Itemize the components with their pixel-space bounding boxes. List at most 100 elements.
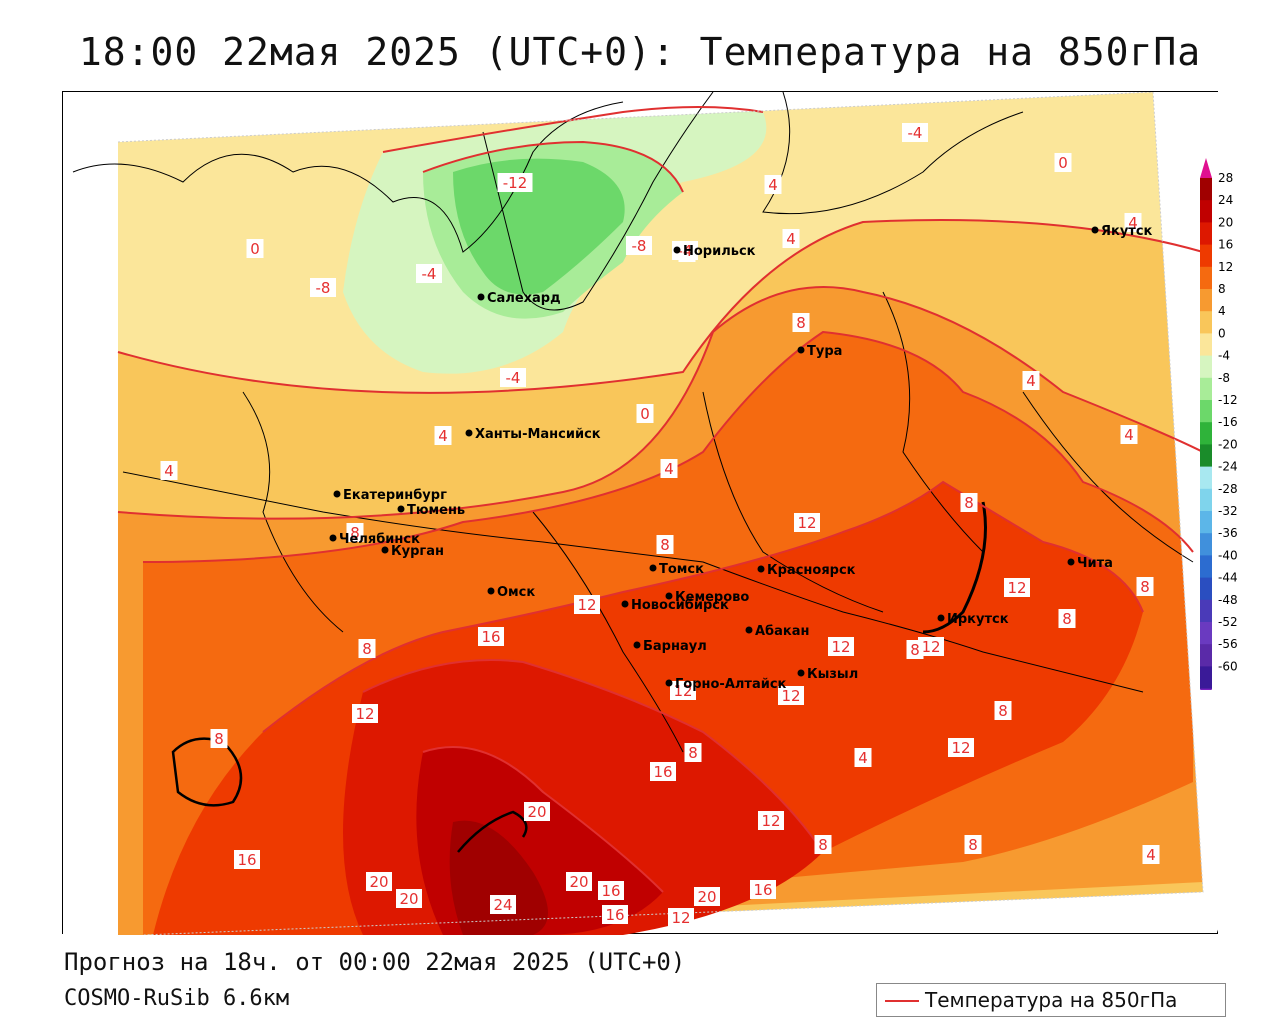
contour-labels: -404-12-8-4-8-4040-448404448812481281288… — [160, 123, 1160, 927]
contour-label: 8 — [964, 494, 974, 512]
city-dot-Тура — [797, 346, 805, 354]
contour-label: 4 — [786, 230, 796, 248]
city-label-Кызыл: Кызыл — [807, 667, 858, 682]
contour-label: 16 — [481, 628, 500, 646]
colorbar-tick-label: 8 — [1218, 282, 1226, 296]
colorbar-swatch — [1200, 666, 1212, 690]
colorbar-tick-label: -32 — [1218, 504, 1238, 518]
contour-label-bg — [598, 881, 624, 900]
colorbar-tick-label: -48 — [1218, 593, 1238, 607]
city-dot-Якутск — [1091, 226, 1099, 234]
contour-label-bg — [960, 493, 978, 512]
city-dot-Барнаул — [633, 641, 641, 649]
colorbar-tick-label: 28 — [1218, 171, 1233, 185]
contour-label-bg — [668, 908, 694, 927]
city-dot-Омск — [487, 587, 495, 595]
model-info: COSMO-RuSib 6.6км — [64, 986, 290, 1011]
contour-label: 8 — [998, 702, 1008, 720]
city-label-Салехард: Салехард — [487, 291, 561, 306]
colorbar-tick-label: -8 — [1218, 371, 1230, 385]
colorbar-swatch — [1200, 355, 1212, 379]
cities: Якутск Норильск Салехард Тура Ханты-Мансийск… — [329, 224, 1153, 692]
colorbar-tick-label: -44 — [1218, 571, 1238, 585]
contour-label-bg — [602, 905, 628, 924]
contour-label: 4 — [664, 460, 674, 478]
contour-label: -4 — [506, 369, 521, 387]
temperature-field — [63, 92, 1219, 935]
contour-label: 8 — [688, 744, 698, 762]
colorbar-tick-label: 4 — [1218, 304, 1226, 318]
city-dot-Норильск — [673, 246, 681, 254]
contour-label: 20 — [399, 890, 418, 908]
city-label-Чита: Чита — [1077, 556, 1113, 571]
city-dot-Иркутск — [937, 614, 945, 622]
contour-label: 12 — [355, 705, 374, 723]
colorbar-swatch — [1200, 311, 1212, 334]
colorbar-swatch — [1200, 200, 1212, 223]
contour-label-bg — [1004, 578, 1030, 597]
contour-label-bg — [626, 236, 652, 255]
city-dot-Ханты-Мансийск — [465, 429, 473, 437]
contour-label-bg — [352, 704, 378, 723]
contour-label: -12 — [503, 174, 528, 192]
city-label-Новосибирск: Новосибирск — [631, 598, 729, 613]
contour-label: 4 — [164, 462, 174, 480]
colorbar-tick-label: -28 — [1218, 482, 1238, 496]
contour-label-bg — [160, 461, 178, 480]
contour-label-bg — [828, 637, 854, 656]
legend: Температура на 850гПа — [876, 983, 1226, 1017]
contour-label-bg — [792, 313, 810, 332]
contour-label: 8 — [796, 314, 806, 332]
city-label-Тура: Тура — [807, 344, 842, 359]
contour-label: 4 — [768, 176, 778, 194]
contour-label: 0 — [250, 240, 260, 258]
contour-label-bg — [660, 459, 678, 478]
contour-label: -4 — [908, 124, 923, 142]
colorbar-tick-label: -24 — [1218, 460, 1238, 474]
colorbar-swatch — [1200, 466, 1212, 490]
contour-label-bg — [918, 637, 944, 656]
contour-label: 12 — [673, 682, 692, 700]
contour-label: 8 — [910, 641, 920, 659]
contour-label: 20 — [569, 873, 588, 891]
city-label-Кемерово: Кемерово — [675, 590, 749, 605]
colorbar-swatch — [1200, 555, 1212, 579]
city-dot-Тюмень — [397, 505, 405, 513]
contour-label: 4 — [1128, 214, 1138, 232]
contour-label-bg — [794, 513, 820, 532]
contour-label: 8 — [362, 640, 372, 658]
contour-label: 12 — [781, 687, 800, 705]
contour-label: 12 — [951, 739, 970, 757]
contour-label-bg — [1136, 577, 1154, 596]
city-dot-Чита — [1067, 558, 1075, 566]
city-dot-Екатеринбург — [333, 490, 341, 498]
contour-label-bg — [1124, 213, 1142, 232]
contour-label-bg — [672, 241, 698, 260]
contour-label-bg — [684, 743, 702, 762]
contour-label-bg — [1058, 609, 1076, 628]
contour-label: 8 — [660, 536, 670, 554]
city-dot-Кемерово — [665, 592, 673, 600]
contour-label-bg — [416, 264, 442, 283]
city-label-Абакан: Абакан — [755, 624, 810, 639]
contour-label: 20 — [369, 873, 388, 891]
contour-label-bg — [478, 627, 504, 646]
colorbar-tick-label: -56 — [1218, 637, 1238, 651]
forecast-info: Прогноз на 18ч. от 00:00 22мая 2025 (UTC… — [64, 948, 686, 976]
colorbar-swatch — [1200, 444, 1212, 468]
city-dot-Курган — [381, 546, 389, 554]
contour-label: 4 — [858, 749, 868, 767]
city-label-Норильск: Норильск — [683, 244, 756, 259]
colorbar: 28 24 20 16 12 8 4 0 -4 -8 -12 -16 -20 -24 -28 -32 -36 -4… — [1200, 158, 1238, 690]
contour-label-bg — [246, 239, 264, 258]
contour-label: -4 — [422, 265, 437, 283]
contour-label-bg — [1054, 153, 1072, 172]
contour-label-bg — [434, 426, 452, 445]
city-label-Томск: Томск — [659, 562, 704, 577]
contour-label: 16 — [605, 906, 624, 924]
contour-label-bg — [524, 802, 550, 821]
colorbar-tick-label: 20 — [1218, 215, 1233, 229]
contour-label: 4 — [1146, 846, 1156, 864]
contour-label-bg — [574, 595, 600, 614]
contour-label-bg — [694, 887, 720, 906]
